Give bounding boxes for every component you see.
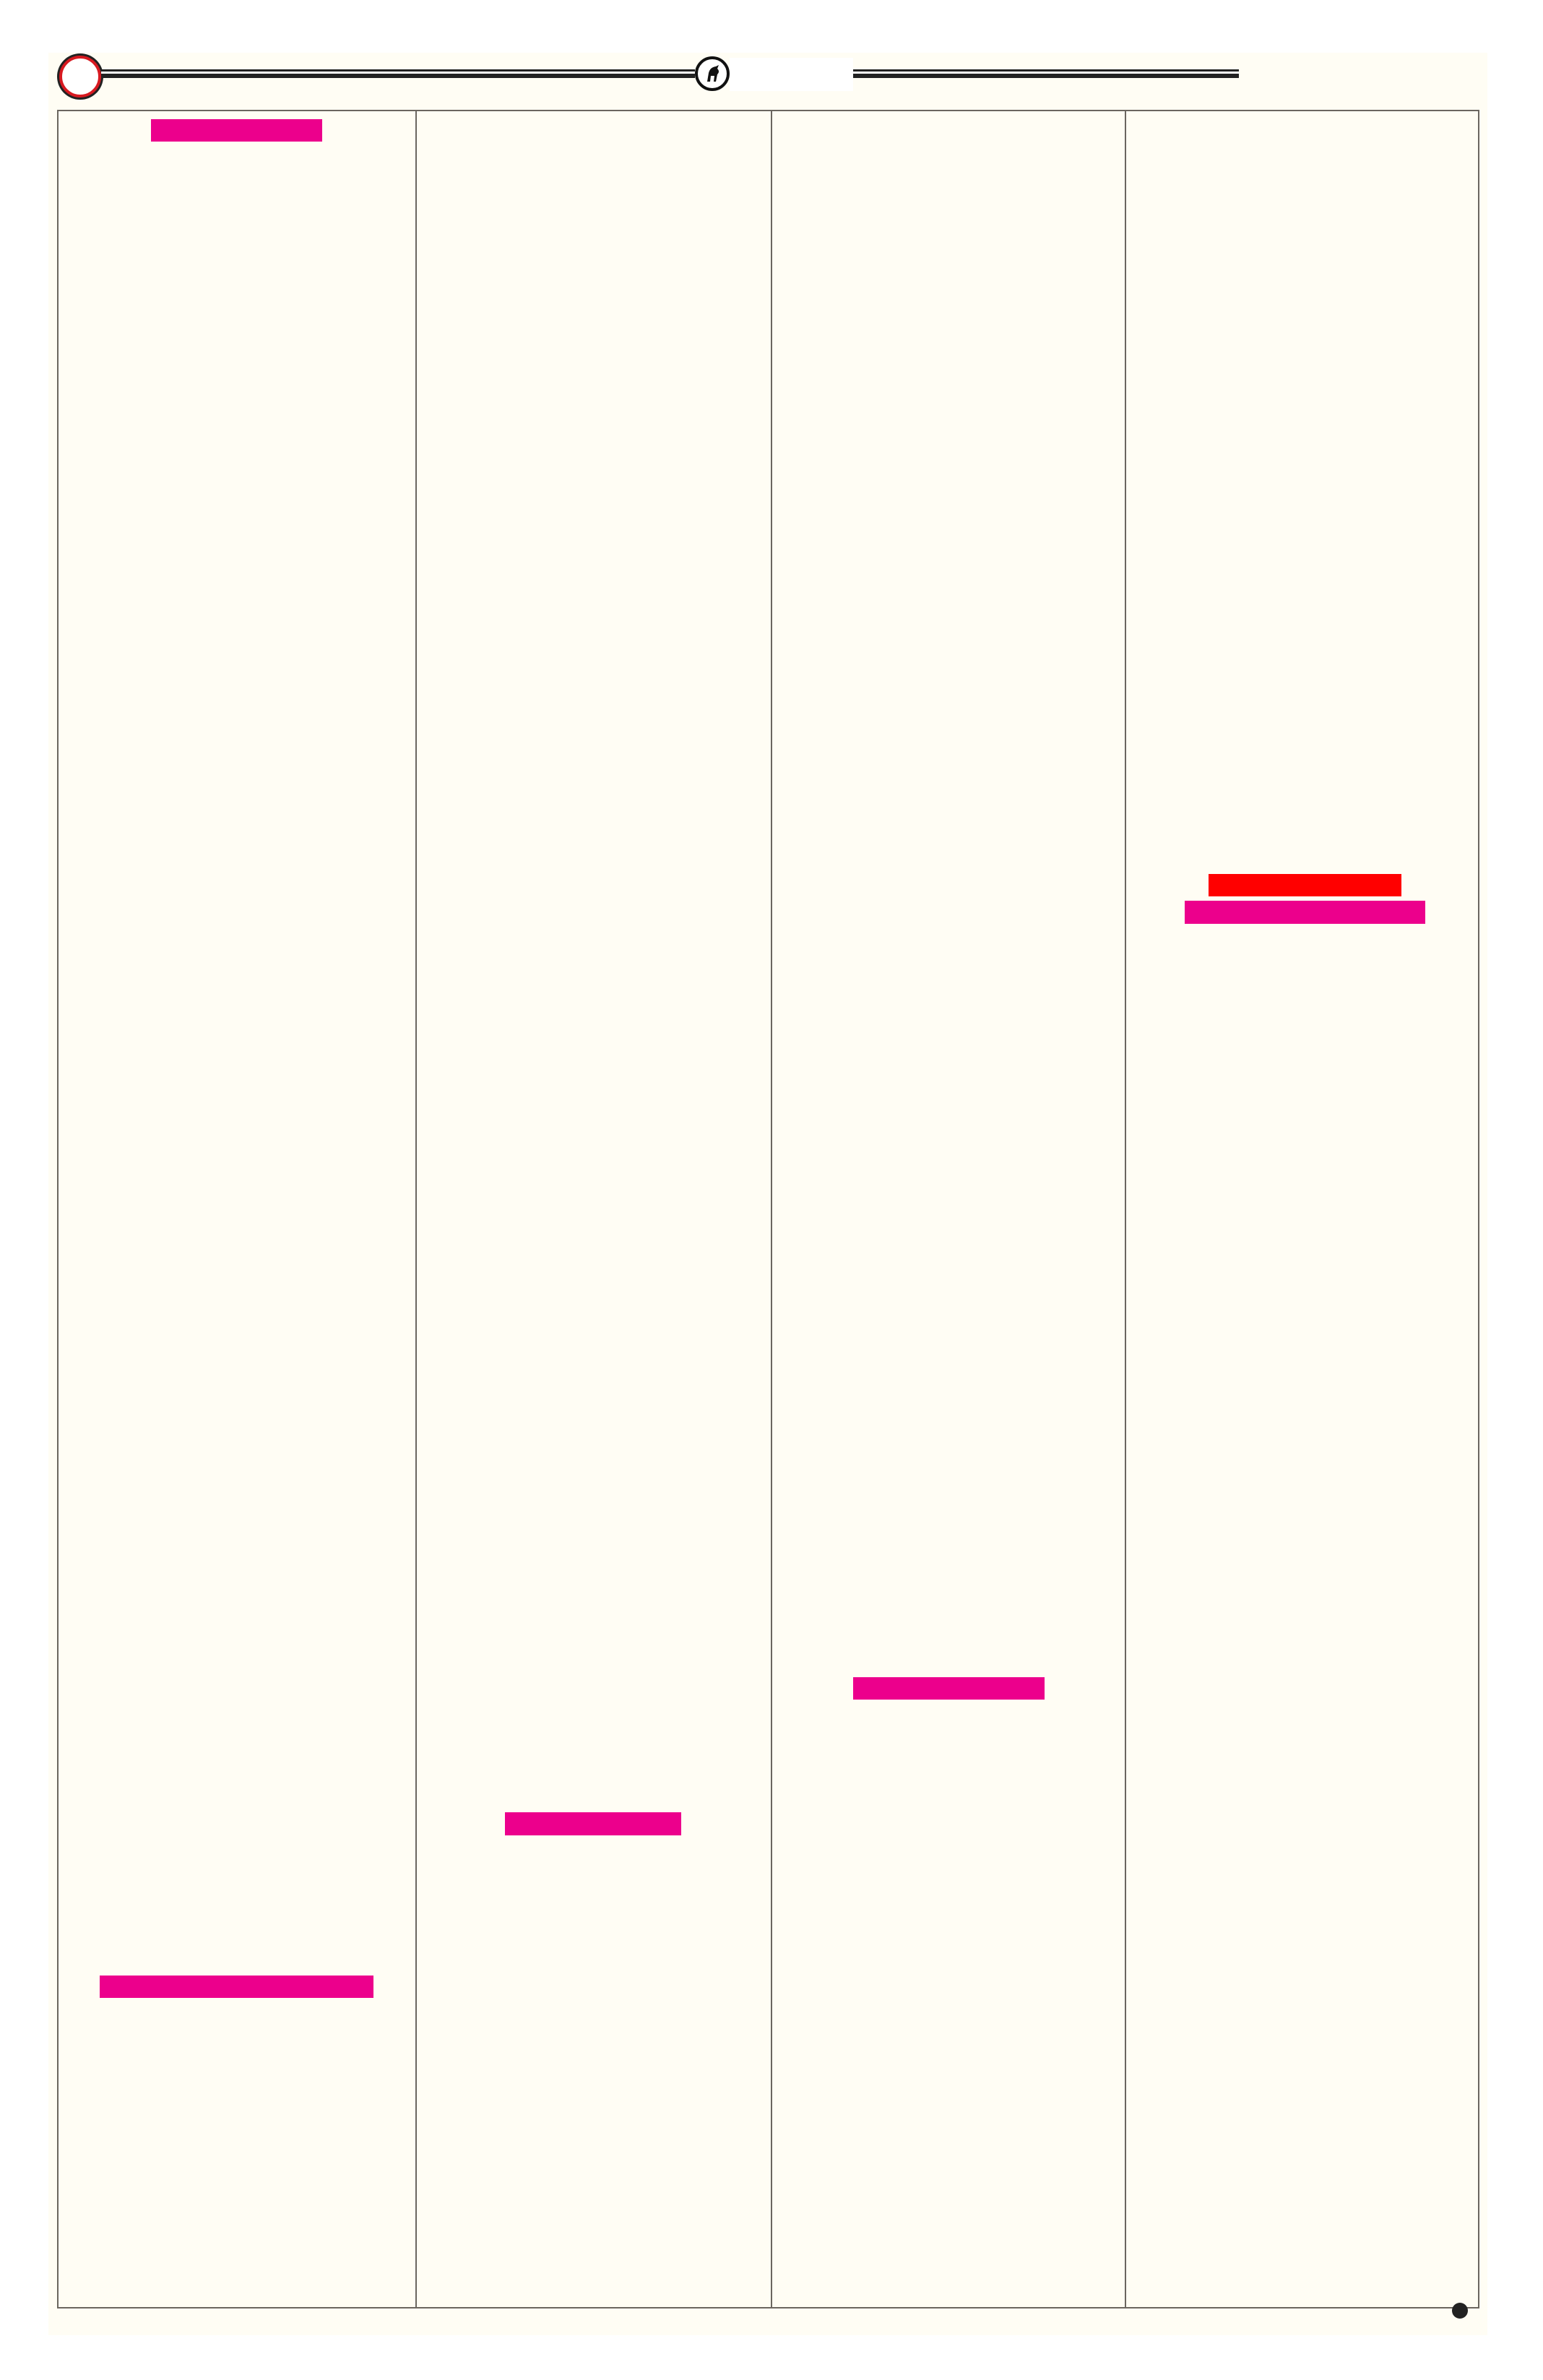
header-rule-left <box>101 69 695 78</box>
circle-ring-icon <box>59 56 101 98</box>
column-divider <box>771 111 772 2307</box>
column-divider <box>415 111 417 2307</box>
redacted-heading <box>100 1976 373 1998</box>
bullet-dot-icon <box>1452 2303 1468 2319</box>
redacted-heading-red <box>1209 874 1401 896</box>
redacted-heading <box>853 1677 1045 1700</box>
redacted-heading <box>1185 901 1425 924</box>
header-title-area <box>730 58 853 91</box>
page-background <box>48 53 1487 2335</box>
redacted-heading <box>151 119 322 142</box>
header-rule-right <box>853 69 1239 78</box>
content-frame <box>57 110 1479 2308</box>
redacted-heading <box>505 1812 681 1835</box>
column-divider <box>1125 111 1126 2307</box>
horse-emblem-icon <box>695 56 730 91</box>
